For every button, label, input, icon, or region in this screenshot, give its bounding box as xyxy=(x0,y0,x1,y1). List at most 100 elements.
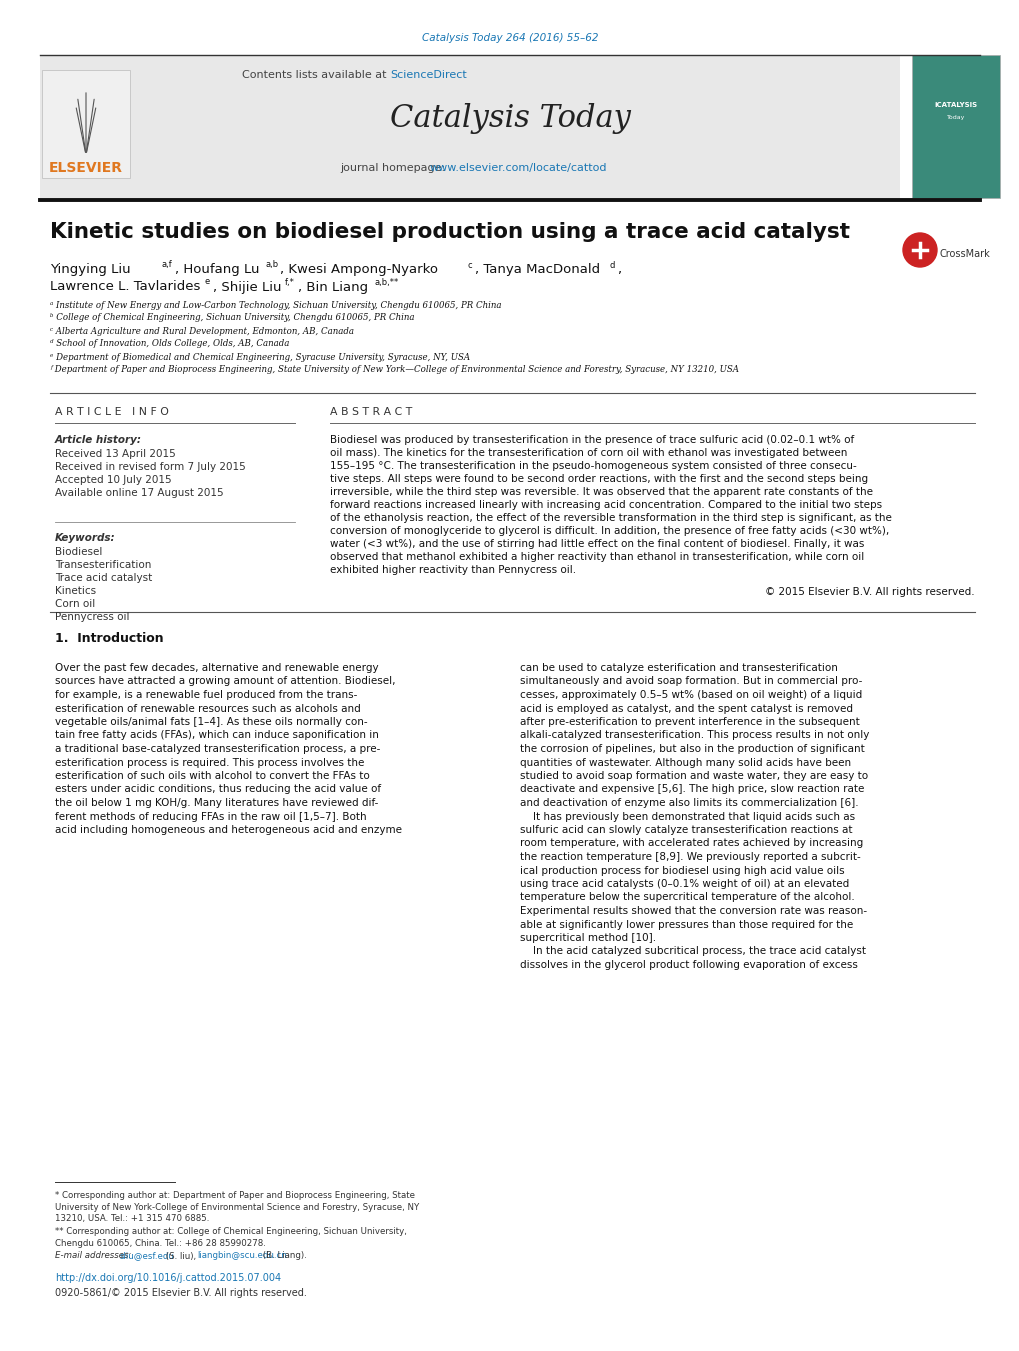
Text: ᵇ College of Chemical Engineering, Sichuan University, Chengdu 610065, PR China: ᵇ College of Chemical Engineering, Sichu… xyxy=(50,313,414,323)
Text: a,b: a,b xyxy=(266,261,279,269)
Text: , Bin Liang: , Bin Liang xyxy=(298,281,368,293)
Bar xyxy=(40,55,899,199)
Text: the corrosion of pipelines, but also in the production of significant: the corrosion of pipelines, but also in … xyxy=(520,744,864,754)
Text: simultaneously and avoid soap formation. But in commercial pro-: simultaneously and avoid soap formation.… xyxy=(520,677,861,686)
Text: * Corresponding author at: Department of Paper and Bioprocess Engineering, State: * Corresponding author at: Department of… xyxy=(55,1192,415,1201)
Text: esterification process is required. This process involves the: esterification process is required. This… xyxy=(55,758,364,767)
Text: ᵃ Institute of New Energy and Low-Carbon Technology, Sichuan University, Chengdu: ᵃ Institute of New Energy and Low-Carbon… xyxy=(50,300,501,309)
Text: Transesterification: Transesterification xyxy=(55,561,151,570)
Text: Keywords:: Keywords: xyxy=(55,534,115,543)
Text: and deactivation of enzyme also limits its commercialization [6].: and deactivation of enzyme also limits i… xyxy=(520,798,858,808)
Text: studied to avoid soap formation and waste water, they are easy to: studied to avoid soap formation and wast… xyxy=(520,771,867,781)
Text: sliu@esf.edu: sliu@esf.edu xyxy=(120,1251,174,1260)
Text: esters under acidic conditions, thus reducing the acid value of: esters under acidic conditions, thus red… xyxy=(55,785,381,794)
Text: iCATALYSIS: iCATALYSIS xyxy=(933,101,976,108)
Text: of the ethanolysis reaction, the effect of the reversible transformation in the : of the ethanolysis reaction, the effect … xyxy=(330,513,891,523)
Text: journal homepage:: journal homepage: xyxy=(339,163,448,173)
Text: acid including homogeneous and heterogeneous acid and enzyme: acid including homogeneous and heterogen… xyxy=(55,825,401,835)
Text: esterification of such oils with alcohol to convert the FFAs to: esterification of such oils with alcohol… xyxy=(55,771,370,781)
Text: conversion of monoglyceride to glycerol is difficult. In addition, the presence : conversion of monoglyceride to glycerol … xyxy=(330,526,889,536)
Text: A R T I C L E   I N F O: A R T I C L E I N F O xyxy=(55,407,169,417)
Text: cesses, approximately 0.5–5 wt% (based on oil weight) of a liquid: cesses, approximately 0.5–5 wt% (based o… xyxy=(520,690,861,700)
Text: forward reactions increased linearly with increasing acid concentration. Compare: forward reactions increased linearly wit… xyxy=(330,500,881,509)
Text: ical production process for biodiesel using high acid value oils: ical production process for biodiesel us… xyxy=(520,866,844,875)
Text: ** Corresponding author at: College of Chemical Engineering, Sichuan University,: ** Corresponding author at: College of C… xyxy=(55,1228,407,1236)
Text: observed that methanol exhibited a higher reactivity than ethanol in transesteri: observed that methanol exhibited a highe… xyxy=(330,553,863,562)
Text: deactivate and expensive [5,6]. The high price, slow reaction rate: deactivate and expensive [5,6]. The high… xyxy=(520,785,863,794)
Text: supercritical method [10].: supercritical method [10]. xyxy=(520,934,655,943)
Text: sources have attracted a growing amount of attention. Biodiesel,: sources have attracted a growing amount … xyxy=(55,677,395,686)
Text: www.elsevier.com/locate/cattod: www.elsevier.com/locate/cattod xyxy=(430,163,607,173)
Text: http://dx.doi.org/10.1016/j.cattod.2015.07.004: http://dx.doi.org/10.1016/j.cattod.2015.… xyxy=(55,1273,281,1283)
Text: Yingying Liu: Yingying Liu xyxy=(50,263,130,277)
Text: , Shijie Liu: , Shijie Liu xyxy=(213,281,281,293)
Text: ᶠ Department of Paper and Bioprocess Engineering, State University of New York—C: ᶠ Department of Paper and Bioprocess Eng… xyxy=(50,366,739,374)
Text: acid is employed as catalyst, and the spent catalyst is removed: acid is employed as catalyst, and the sp… xyxy=(520,704,852,713)
Text: Article history:: Article history: xyxy=(55,435,142,444)
Text: 13210, USA. Tel.: +1 315 470 6885.: 13210, USA. Tel.: +1 315 470 6885. xyxy=(55,1213,209,1223)
Text: esterification of renewable resources such as alcohols and: esterification of renewable resources su… xyxy=(55,704,361,713)
Text: room temperature, with accelerated rates achieved by increasing: room temperature, with accelerated rates… xyxy=(520,839,862,848)
Text: E-mail addresses:: E-mail addresses: xyxy=(55,1251,133,1260)
Text: ,: , xyxy=(616,263,621,277)
Text: vegetable oils/animal fats [1–4]. As these oils normally con-: vegetable oils/animal fats [1–4]. As the… xyxy=(55,717,367,727)
Text: 155–195 °C. The transesterification in the pseudo-homogeneous system consisted o: 155–195 °C. The transesterification in t… xyxy=(330,461,856,471)
Text: the oil below 1 mg KOH/g. Many literatures have reviewed dif-: the oil below 1 mg KOH/g. Many literatur… xyxy=(55,798,378,808)
Text: Kinetic studies on biodiesel production using a trace acid catalyst: Kinetic studies on biodiesel production … xyxy=(50,222,849,242)
Text: (B. Liang).: (B. Liang). xyxy=(260,1251,307,1260)
Bar xyxy=(42,70,129,178)
Text: the reaction temperature [8,9]. We previously reported a subcrit-: the reaction temperature [8,9]. We previ… xyxy=(520,852,860,862)
Text: quantities of wastewater. Although many solid acids have been: quantities of wastewater. Although many … xyxy=(520,758,850,767)
Text: In the acid catalyzed subcritical process, the trace acid catalyst: In the acid catalyzed subcritical proces… xyxy=(520,947,865,957)
Text: e: e xyxy=(205,277,210,286)
Text: ᵈ School of Innovation, Olds College, Olds, AB, Canada: ᵈ School of Innovation, Olds College, Ol… xyxy=(50,339,289,349)
Text: Biodiesel was produced by transesterification in the presence of trace sulfuric : Biodiesel was produced by transesterific… xyxy=(330,435,854,444)
Text: 1.  Introduction: 1. Introduction xyxy=(55,631,163,644)
Text: © 2015 Elsevier B.V. All rights reserved.: © 2015 Elsevier B.V. All rights reserved… xyxy=(764,586,974,597)
Text: Pennycress oil: Pennycress oil xyxy=(55,612,129,621)
Text: ferent methods of reducing FFAs in the raw oil [1,5–7]. Both: ferent methods of reducing FFAs in the r… xyxy=(55,812,366,821)
Text: Kinetics: Kinetics xyxy=(55,586,96,596)
Text: ᶜ Alberta Agriculture and Rural Development, Edmonton, AB, Canada: ᶜ Alberta Agriculture and Rural Developm… xyxy=(50,327,354,335)
Text: dissolves in the glycerol product following evaporation of excess: dissolves in the glycerol product follow… xyxy=(520,961,857,970)
Text: Catalysis Today: Catalysis Today xyxy=(389,103,630,134)
Text: using trace acid catalysts (0–0.1% weight of oil) at an elevated: using trace acid catalysts (0–0.1% weigh… xyxy=(520,880,849,889)
Text: ᵉ Department of Biomedical and Chemical Engineering, Syracuse University, Syracu: ᵉ Department of Biomedical and Chemical … xyxy=(50,353,470,362)
Text: Contents lists available at: Contents lists available at xyxy=(242,70,389,80)
Text: Catalysis Today 264 (2016) 55–62: Catalysis Today 264 (2016) 55–62 xyxy=(421,32,598,43)
Text: temperature below the supercritical temperature of the alcohol.: temperature below the supercritical temp… xyxy=(520,893,854,902)
Text: tive steps. All steps were found to be second order reactions, with the first an: tive steps. All steps were found to be s… xyxy=(330,474,867,484)
Bar xyxy=(911,55,999,199)
Text: oil mass). The kinetics for the transesterification of corn oil with ethanol was: oil mass). The kinetics for the transest… xyxy=(330,449,847,458)
Text: University of New York-College of Environmental Science and Forestry, Syracuse, : University of New York-College of Enviro… xyxy=(55,1202,419,1212)
Text: (S. liu),: (S. liu), xyxy=(163,1251,199,1260)
Text: irreversible, while the third step was reversible. It was observed that the appa: irreversible, while the third step was r… xyxy=(330,486,872,497)
Text: can be used to catalyze esterification and transesterification: can be used to catalyze esterification a… xyxy=(520,663,837,673)
Text: , Kwesi Ampong-Nyarko: , Kwesi Ampong-Nyarko xyxy=(280,263,437,277)
Text: ScienceDirect: ScienceDirect xyxy=(389,70,467,80)
Text: Experimental results showed that the conversion rate was reason-: Experimental results showed that the con… xyxy=(520,907,866,916)
Text: sulfuric acid can slowly catalyze transesterification reactions at: sulfuric acid can slowly catalyze transe… xyxy=(520,825,852,835)
Text: , Houfang Lu: , Houfang Lu xyxy=(175,263,259,277)
Text: a,b,**: a,b,** xyxy=(375,277,398,286)
Text: after pre-esterification to prevent interference in the subsequent: after pre-esterification to prevent inte… xyxy=(520,717,859,727)
Text: water (<3 wt%), and the use of stirring had little effect on the final content o: water (<3 wt%), and the use of stirring … xyxy=(330,539,863,549)
Text: Accepted 10 July 2015: Accepted 10 July 2015 xyxy=(55,476,171,485)
Text: Biodiesel: Biodiesel xyxy=(55,547,102,557)
Text: Trace acid catalyst: Trace acid catalyst xyxy=(55,573,152,584)
Text: 0920-5861/© 2015 Elsevier B.V. All rights reserved.: 0920-5861/© 2015 Elsevier B.V. All right… xyxy=(55,1288,307,1298)
Text: A B S T R A C T: A B S T R A C T xyxy=(330,407,412,417)
Text: ELSEVIER: ELSEVIER xyxy=(49,161,123,176)
Text: able at significantly lower pressures than those required for the: able at significantly lower pressures th… xyxy=(520,920,853,929)
Text: CrossMark: CrossMark xyxy=(940,249,989,259)
Text: d: d xyxy=(609,261,614,269)
Text: Available online 17 August 2015: Available online 17 August 2015 xyxy=(55,488,223,499)
Text: Over the past few decades, alternative and renewable energy: Over the past few decades, alternative a… xyxy=(55,663,378,673)
Text: Received 13 April 2015: Received 13 April 2015 xyxy=(55,449,175,459)
Text: It has previously been demonstrated that liquid acids such as: It has previously been demonstrated that… xyxy=(520,812,854,821)
Text: Received in revised form 7 July 2015: Received in revised form 7 July 2015 xyxy=(55,462,246,471)
Text: alkali-catalyzed transesterification. This process results in not only: alkali-catalyzed transesterification. Th… xyxy=(520,731,868,740)
Text: a,f: a,f xyxy=(162,261,172,269)
Text: Corn oil: Corn oil xyxy=(55,598,95,609)
Text: for example, is a renewable fuel produced from the trans-: for example, is a renewable fuel produce… xyxy=(55,690,357,700)
